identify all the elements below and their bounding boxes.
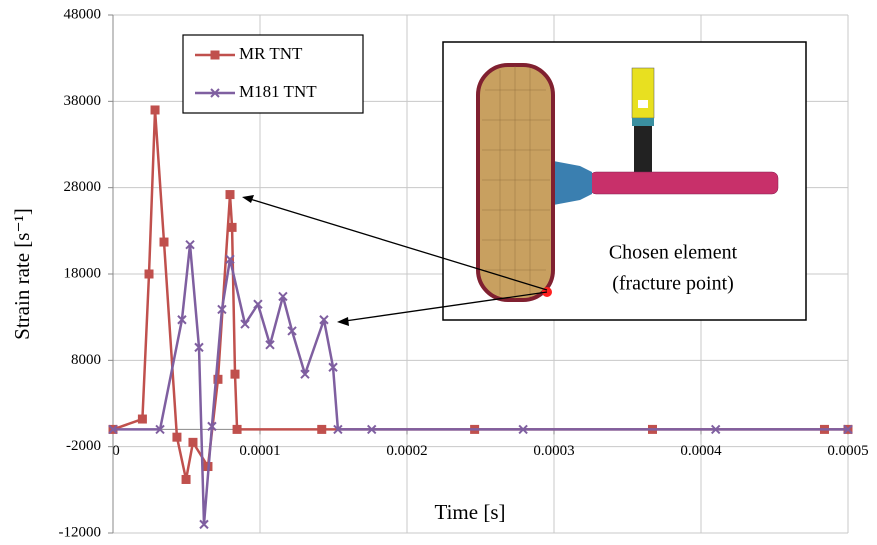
marker — [138, 415, 147, 424]
y-tick-label: -2000 — [66, 438, 101, 454]
x-tick-label: 0.0004 — [680, 443, 722, 459]
legend-marker — [211, 51, 220, 60]
marker — [233, 425, 242, 434]
y-tick-label: 28000 — [64, 179, 102, 195]
marker — [226, 190, 235, 199]
annotation: (fracture point) — [612, 273, 734, 295]
marker — [151, 105, 160, 114]
x-tick-label: 0.0002 — [386, 443, 427, 459]
marker — [231, 370, 240, 379]
legend-label: M181 TNT — [239, 82, 317, 101]
marker — [145, 270, 154, 279]
marker — [228, 223, 237, 232]
y-tick-label: 18000 — [64, 265, 102, 281]
legend-label: MR TNT — [239, 44, 303, 63]
x-tick-label: 0.0005 — [827, 443, 868, 459]
y-tick-label: -12000 — [59, 524, 102, 540]
y-tick-label: 8000 — [71, 352, 101, 368]
x-tick-label: 0.0001 — [239, 443, 280, 459]
y-axis-title: Strain rate [s⁻¹] — [10, 208, 34, 340]
marker — [172, 433, 181, 442]
chart: -12000-200080001800028000380004800000.00… — [0, 0, 877, 545]
x-tick-label: 0.0003 — [533, 443, 574, 459]
x-axis-title: Time [s] — [435, 500, 506, 524]
y-tick-label: 38000 — [64, 93, 102, 109]
marker — [160, 238, 169, 247]
marker — [188, 438, 197, 447]
marker — [182, 475, 191, 484]
y-tick-label: 48000 — [64, 6, 102, 22]
annotation: Chosen element — [609, 242, 738, 264]
marker — [317, 425, 326, 434]
